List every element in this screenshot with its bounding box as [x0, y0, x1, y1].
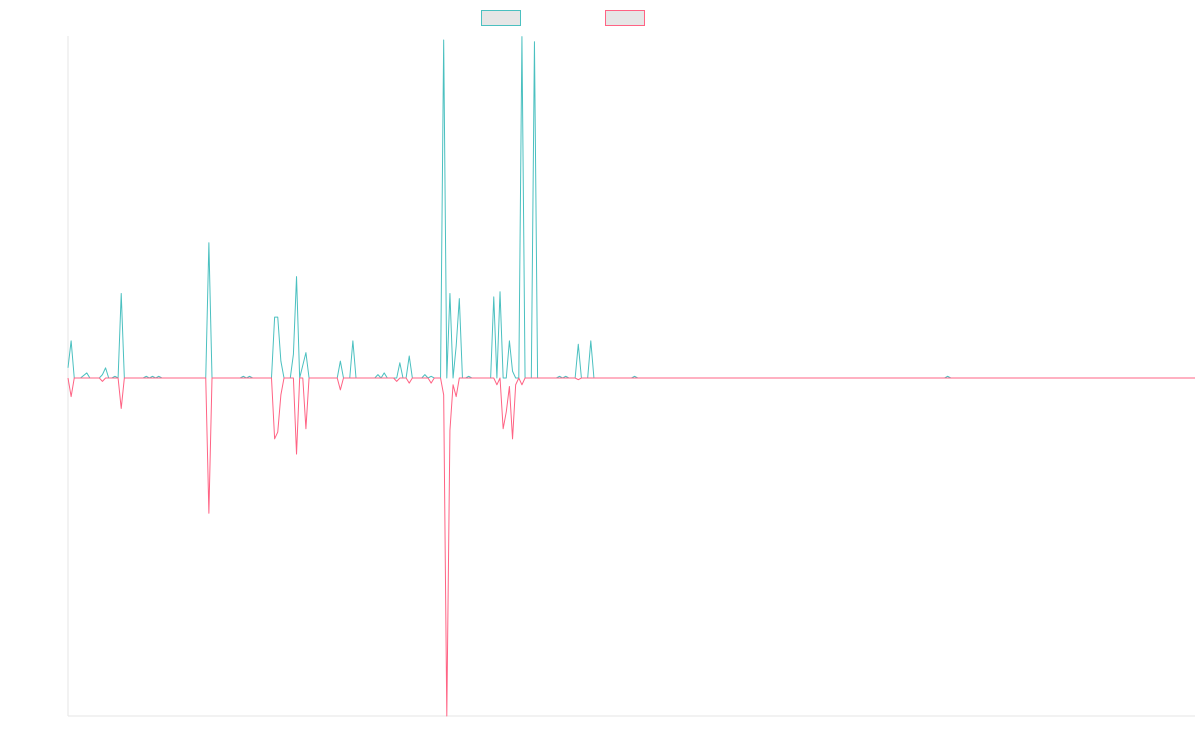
series-line-2 [67, 377, 1195, 717]
chart-series [67, 36, 1195, 717]
legend-swatch-2 [605, 10, 645, 26]
series-line-1 [67, 36, 1195, 379]
chart-axes [67, 36, 1195, 717]
chart-legend [481, 10, 645, 26]
legend-swatch-1 [481, 10, 521, 26]
